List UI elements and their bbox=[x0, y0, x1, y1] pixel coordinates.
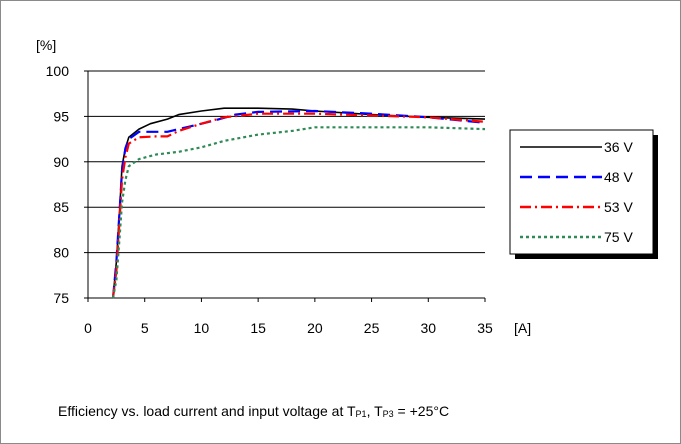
legend-label-0: 36 V bbox=[604, 139, 633, 155]
caption-sub-p3: P3 bbox=[382, 409, 394, 419]
caption-suffix: = +25°C bbox=[393, 403, 450, 419]
legend-label-2: 53 V bbox=[604, 199, 633, 215]
grid-lines bbox=[88, 70, 485, 254]
series-lines bbox=[111, 107, 486, 299]
legend: 36 V 48 V 53 V 75 V bbox=[509, 129, 658, 259]
x-tick-label-0: 0 bbox=[84, 320, 92, 336]
y-tick-label-100: 100 bbox=[46, 63, 70, 79]
caption-sub-p1: P1 bbox=[355, 409, 367, 419]
y-tick-label-90: 90 bbox=[53, 154, 69, 170]
x-tick-label-5: 5 bbox=[141, 320, 149, 336]
legend-label-1: 48 V bbox=[604, 169, 633, 185]
y-tick-label-80: 80 bbox=[53, 245, 69, 261]
series-line-75v bbox=[111, 126, 486, 299]
y-tick-labels: 75 80 85 90 95 100 bbox=[46, 63, 70, 306]
x-tick-label-20: 20 bbox=[307, 320, 323, 336]
x-tick-labels: 0 5 10 15 20 25 30 35 bbox=[84, 320, 493, 336]
series-line-53v bbox=[111, 112, 486, 299]
chart-caption: Efficiency vs. load current and input vo… bbox=[58, 403, 449, 419]
legend-label-3: 75 V bbox=[604, 229, 633, 245]
x-tick-label-30: 30 bbox=[420, 320, 436, 336]
x-tick-label-15: 15 bbox=[250, 320, 266, 336]
plot-area bbox=[88, 71, 485, 298]
x-tick-label-25: 25 bbox=[364, 320, 380, 336]
legend-box bbox=[509, 129, 654, 255]
y-axis-label: [%] bbox=[36, 37, 56, 53]
y-tick-label-75: 75 bbox=[53, 290, 69, 306]
caption-prefix: Efficiency vs. load current and input vo… bbox=[58, 403, 356, 419]
y-tick-label-95: 95 bbox=[53, 108, 69, 124]
y-tick-label-85: 85 bbox=[53, 199, 69, 215]
x-axis-label: [A] bbox=[514, 320, 531, 336]
x-tick-label-10: 10 bbox=[194, 320, 210, 336]
x-tick-label-35: 35 bbox=[477, 320, 493, 336]
axes bbox=[84, 70, 486, 302]
caption-mid: , T bbox=[366, 403, 383, 419]
